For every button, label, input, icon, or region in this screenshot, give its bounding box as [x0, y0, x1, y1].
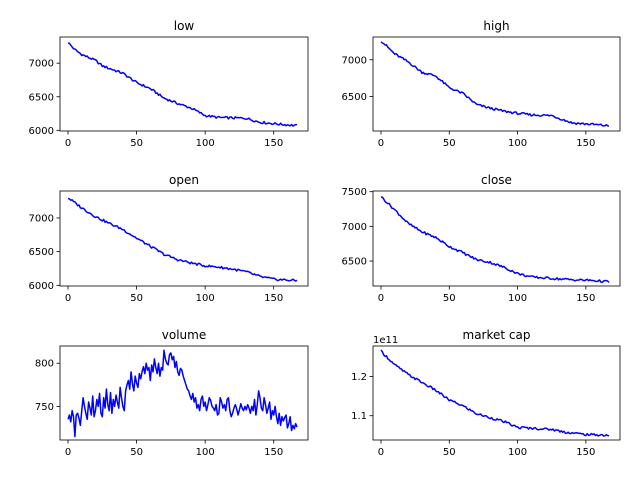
x-tick-label: 0	[65, 447, 71, 458]
subplot-market-cap: market cap 0 50 100 150 1.1 1.2 1e11	[351, 328, 621, 458]
subplot-open: open 0 50 100 150 6000 6500 7000	[29, 173, 309, 304]
x-tick-label: 0	[65, 138, 71, 149]
y-tick-label: 7000	[29, 59, 54, 70]
x-tick-label: 100	[196, 447, 215, 458]
y-tick-label: 6500	[342, 257, 367, 268]
series-line	[380, 41, 610, 127]
x-tick-label: 150	[576, 293, 595, 304]
subplot-high: high 0 50 100 150 6500 7000	[342, 19, 621, 149]
x-tick-label: 0	[378, 138, 384, 149]
y-tick-label: 6500	[29, 247, 54, 258]
y-tick-label: 6500	[29, 92, 54, 103]
y-tick-label: 7000	[29, 213, 54, 224]
x-tick-label: 100	[508, 293, 527, 304]
axes-frame	[59, 190, 309, 287]
series-line	[380, 349, 610, 437]
axes-frame	[372, 190, 621, 287]
y-tick-label: 1.2	[351, 372, 367, 383]
subplot-title: open	[169, 173, 199, 187]
y-tick-label: 6000	[29, 281, 54, 292]
y-tick-label: 7000	[342, 55, 367, 66]
axes-frame	[59, 36, 309, 132]
subplot-low: low 0 50 100 150 6000 6500 7000	[29, 19, 309, 149]
x-tick-label: 50	[443, 447, 456, 458]
axes-frame	[59, 345, 309, 441]
x-tick-label: 150	[576, 138, 595, 149]
series-line	[380, 196, 610, 284]
x-tick-label: 50	[443, 138, 456, 149]
subplot-volume: volume 0 50 100 150 750 800	[35, 328, 309, 458]
series-line	[67, 349, 298, 438]
x-tick-label: 50	[130, 447, 143, 458]
y-tick-label: 6500	[342, 92, 367, 103]
series-line	[67, 42, 298, 127]
series-line	[67, 197, 298, 282]
y-tick-label: 6000	[29, 126, 54, 137]
x-tick-label: 50	[130, 293, 143, 304]
x-tick-label: 100	[196, 138, 215, 149]
axes-frame	[372, 345, 621, 441]
y-tick-label: 1.1	[351, 411, 367, 422]
x-tick-label: 150	[576, 447, 595, 458]
subplot-title: volume	[162, 328, 206, 342]
y-offset-label: 1e11	[373, 335, 398, 346]
subplot-title: high	[483, 19, 509, 33]
x-tick-label: 150	[264, 293, 283, 304]
x-tick-label: 150	[264, 447, 283, 458]
y-tick-label: 750	[35, 402, 54, 413]
subplot-title: market cap	[463, 328, 531, 342]
x-tick-label: 100	[508, 447, 527, 458]
x-tick-label: 50	[130, 138, 143, 149]
y-tick-label: 800	[35, 359, 54, 370]
x-tick-label: 100	[196, 293, 215, 304]
x-tick-label: 100	[508, 138, 527, 149]
x-tick-label: 50	[443, 293, 456, 304]
y-tick-label: 7500	[342, 187, 367, 198]
subplot-close: close 0 50 100 150 6500 7000 7500	[342, 173, 621, 304]
subplot-title: close	[481, 173, 512, 187]
subplot-title: low	[174, 19, 195, 33]
x-tick-label: 0	[378, 447, 384, 458]
x-tick-label: 150	[264, 138, 283, 149]
y-tick-label: 7000	[342, 222, 367, 233]
x-tick-label: 0	[65, 293, 71, 304]
x-tick-label: 0	[378, 293, 384, 304]
axes-frame	[372, 36, 621, 132]
